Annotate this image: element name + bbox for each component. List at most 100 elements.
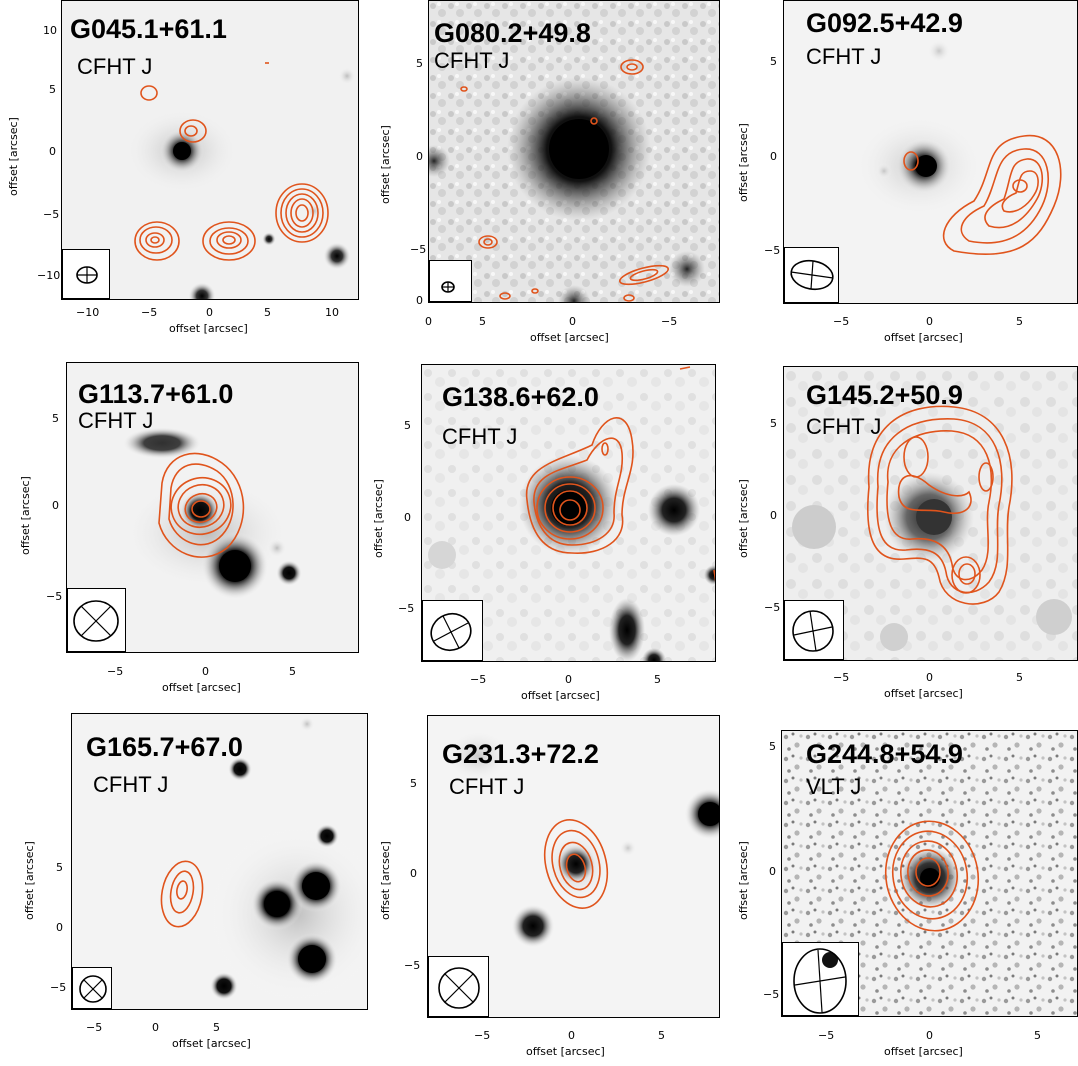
beam-ellipse-icon [76,266,98,284]
radio-contours [525,366,715,582]
y-axis-label: offset [arcsec] [379,841,392,920]
beam-ellipse-icon [430,612,472,652]
x-tick: 5 [213,1021,220,1034]
y-tick: 0 [410,867,417,880]
beam-ellipse-icon [438,967,480,1009]
x-tick: −5 [833,671,850,684]
y-tick: 5 [769,740,776,753]
x-tick: −5 [470,673,487,686]
x-tick: 5 [1034,1029,1041,1042]
y-tick: 0 [416,294,423,307]
radio-contours [160,860,204,928]
y-tick: 0 [416,150,423,163]
x-tick: 0 [568,1029,575,1042]
panel-instrument: CFHT J [78,408,154,433]
x-tick: −5 [474,1029,491,1042]
y-tick: 5 [404,419,411,432]
y-tick: 0 [769,865,776,878]
beam-ellipse-icon [792,610,834,652]
radio-contours [884,820,980,932]
y-tick: −5 [404,959,421,972]
radio-contours [158,452,245,558]
y-tick: 0 [52,499,59,512]
panel-title: G145.2+50.9 [806,380,963,410]
x-tick: 0 [569,315,576,328]
x-tick: 5 [289,665,296,678]
panel-instrument: CFHT J [93,772,169,797]
x-axis-label: offset [arcsec] [884,1045,963,1058]
y-tick: 5 [56,861,63,874]
panel-instrument: CFHT J [806,414,882,439]
beam-inset [422,600,483,661]
x-tick: −5 [107,665,124,678]
x-tick: 5 [1016,671,1023,684]
image-frame [781,730,1078,1017]
beam-inset [429,260,472,302]
x-axis-label: offset [arcsec] [169,322,248,335]
x-tick: 0 [206,306,213,319]
y-tick: −5 [50,981,67,994]
image-frame [61,0,359,300]
y-axis-label: offset [arcsec] [19,476,32,555]
beam-ellipse-icon [79,975,107,1003]
x-tick: 5 [479,315,486,328]
beam-ellipse-icon [441,281,455,293]
x-axis-label: offset [arcsec] [162,681,241,694]
x-tick: −5 [818,1029,835,1042]
x-tick: 0 [202,665,209,678]
y-tick: 5 [416,57,423,70]
beam-inset [784,247,839,303]
y-axis-label: offset [arcsec] [7,117,20,196]
y-tick: 5 [49,83,56,96]
beam-ellipse-icon [790,259,834,291]
beam-inset [784,600,844,660]
y-tick: 5 [410,777,417,790]
sky-image [429,1,719,302]
panel-title: G045.1+61.1 [70,14,227,44]
y-tick: −10 [37,269,61,282]
image-frame [421,364,716,662]
y-tick: −5 [764,244,781,257]
x-tick: −5 [86,1021,103,1034]
panel-instrument: CFHT J [442,424,518,449]
y-tick: 0 [770,509,777,522]
beam-ellipse-icon [793,948,847,1014]
image-frame [783,366,1078,661]
x-tick: −10 [76,306,100,319]
x-tick: 0 [926,1029,933,1042]
image-frame [71,713,368,1010]
radio-contours [460,59,670,302]
beam-inset [428,956,489,1017]
panel-title: G165.7+67.0 [86,732,243,762]
y-tick: −5 [764,601,781,614]
y-tick: −5 [46,590,63,603]
panel-instrument: CFHT J [434,48,510,73]
radio-contours [134,62,329,261]
y-tick: 5 [770,55,777,68]
x-tick: 10 [325,306,339,319]
panel-title: G244.8+54.9 [806,739,963,769]
image-frame [783,0,1078,304]
panel-title: G138.6+62.0 [442,382,599,412]
y-tick: 5 [770,417,777,430]
beam-ellipse-icon [73,600,119,642]
panel-title: G080.2+49.8 [434,18,591,48]
x-tick: 0 [926,315,933,328]
panel-title: G113.7+61.0 [78,379,234,409]
y-tick: −5 [763,988,780,1001]
x-tick: −5 [833,315,850,328]
y-axis-label: offset [arcsec] [379,125,392,204]
beam-inset [72,967,112,1009]
x-tick: 5 [264,306,271,319]
y-tick: 10 [43,24,57,37]
panel-title: G231.3+72.2 [442,739,599,769]
radio-contours [543,819,609,909]
sky-image [72,714,367,1009]
panel-title: G092.5+42.9 [806,8,963,38]
y-tick: 0 [49,145,56,158]
x-tick: 5 [658,1029,665,1042]
sky-image [62,1,358,299]
x-axis-label: offset [arcsec] [530,331,609,344]
radio-contours [866,405,1013,605]
x-axis-label: offset [arcsec] [172,1037,251,1050]
